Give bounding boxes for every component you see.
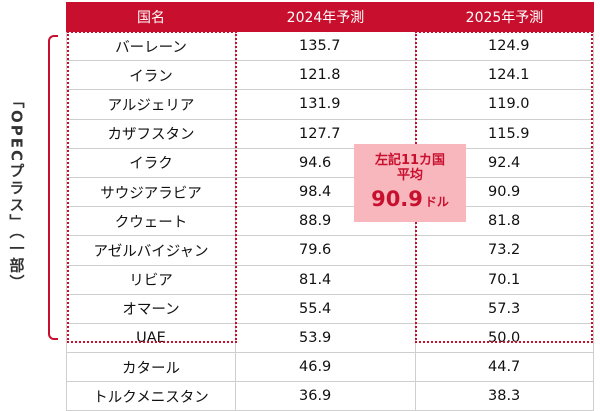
value-2024-cell: 135.7 xyxy=(235,30,416,62)
country-cell: UAE xyxy=(66,322,236,354)
value-2025-cell: 44.7 xyxy=(415,352,594,383)
country-cell: アゼルバイジャン xyxy=(66,235,236,266)
opec-plus-label-text: 「OPECプラス」（一部） xyxy=(7,92,26,292)
average-callout: 左記11カ国 平均 90.9 ドル xyxy=(354,144,466,222)
country-cell: トルクメニスタン xyxy=(66,381,236,411)
table-row: アルジェリア 131.9 119.0 xyxy=(66,89,594,120)
value-2024-cell: 121.8 xyxy=(235,60,416,91)
opec-plus-label: 「OPECプラス」（一部） xyxy=(2,42,32,342)
average-callout-value: 90.9 xyxy=(371,187,423,212)
country-cell: クウェート xyxy=(66,206,236,237)
average-callout-value-wrap: 90.9 ドル xyxy=(371,187,449,211)
header-2025: 2025年予測 xyxy=(415,2,594,32)
price-forecast-table: 国名 2024年予測 2025年予測 バーレーン 135.7 124.9 イラン 121… xyxy=(66,2,594,411)
header-country: 国名 xyxy=(66,2,236,32)
table-row: リビア 81.4 70.1 xyxy=(66,264,594,295)
country-cell: カタール xyxy=(66,352,236,383)
country-cell: カザフスタン xyxy=(66,118,236,149)
table-row: クウェート 88.9 81.8 xyxy=(66,206,594,237)
value-2025-cell: 38.3 xyxy=(415,381,594,411)
average-callout-unit: ドル xyxy=(424,195,449,210)
header-2024: 2024年予測 xyxy=(235,2,416,32)
value-2024-cell: 53.9 xyxy=(235,322,416,354)
value-2025-cell: 124.1 xyxy=(415,60,594,91)
average-callout-line2: 平均 xyxy=(396,168,423,184)
value-2025-cell: 50.0 xyxy=(415,322,594,354)
country-cell: バーレーン xyxy=(66,30,236,62)
table-row: オマーン 55.4 57.3 xyxy=(66,293,594,324)
country-cell: アルジェリア xyxy=(66,89,236,120)
table-body: バーレーン 135.7 124.9 イラン 121.8 124.1 アルジェリア 131.9 1… xyxy=(66,30,594,411)
country-cell: リビア xyxy=(66,264,236,295)
country-cell: イラク xyxy=(66,147,236,178)
table-row: カタール 46.9 44.7 xyxy=(66,352,594,383)
table-row: バーレーン 135.7 124.9 xyxy=(66,30,594,62)
table-row: イラク 94.6 92.4 xyxy=(66,147,594,178)
table-row: トルクメニスタン 36.9 38.3 xyxy=(66,381,594,411)
value-2025-cell: 70.1 xyxy=(415,264,594,295)
value-2024-cell: 131.9 xyxy=(235,89,416,120)
value-2025-cell: 73.2 xyxy=(415,235,594,266)
value-2024-cell: 127.7 xyxy=(235,118,416,149)
value-2025-cell: 124.9 xyxy=(415,30,594,62)
value-2024-cell: 36.9 xyxy=(235,381,416,411)
value-2024-cell: 55.4 xyxy=(235,293,416,324)
value-2024-cell: 46.9 xyxy=(235,352,416,383)
value-2025-cell: 119.0 xyxy=(415,89,594,120)
value-2024-cell: 79.6 xyxy=(235,235,416,266)
table-row: カザフスタン 127.7 115.9 xyxy=(66,118,594,149)
table-header-row: 国名 2024年予測 2025年予測 xyxy=(66,2,594,32)
table-row: サウジアラビア 98.4 90.9 xyxy=(66,176,594,208)
country-cell: イラン xyxy=(66,60,236,91)
table-row: イラン 121.8 124.1 xyxy=(66,60,594,91)
opec-plus-bracket xyxy=(48,35,58,340)
country-cell: オマーン xyxy=(66,293,236,324)
table-row: UAE 53.9 50.0 xyxy=(66,322,594,354)
average-callout-line1: 左記11カ国 xyxy=(374,153,446,169)
table-row: アゼルバイジャン 79.6 73.2 xyxy=(66,235,594,266)
value-2025-cell: 57.3 xyxy=(415,293,594,324)
country-cell: サウジアラビア xyxy=(66,176,236,208)
value-2024-cell: 81.4 xyxy=(235,264,416,295)
